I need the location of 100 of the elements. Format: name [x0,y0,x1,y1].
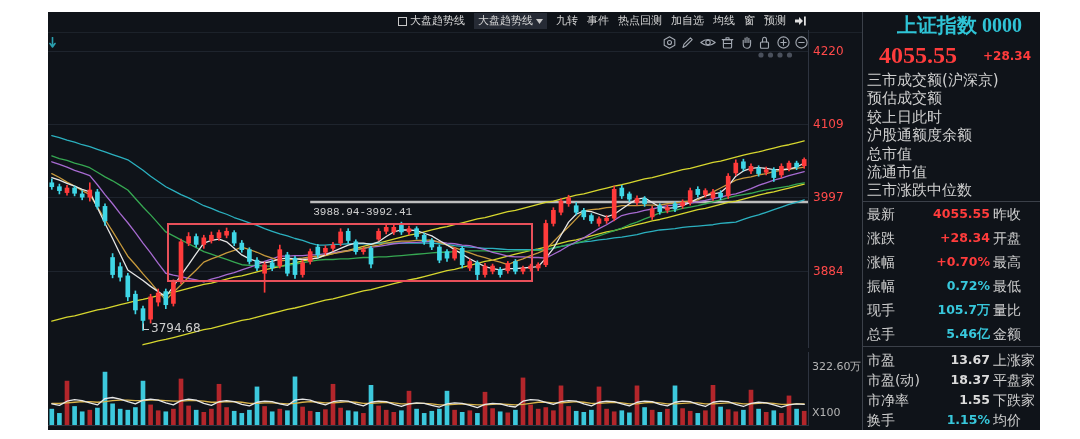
text: 18.37 [950,371,990,389]
text: 上证指数 0000 [897,14,1022,36]
text: 涨幅 [867,253,895,272]
text: 总市值 [867,144,913,163]
text: 105.7万 [937,301,990,319]
bar [262,406,267,425]
text: 1.15% [946,411,990,429]
bar [771,410,777,425]
text: 量比 [993,301,1021,320]
text: 预估成交额 [867,89,943,108]
bar [361,413,366,425]
bar [186,405,191,425]
bar [391,411,397,425]
text: 均线 [713,13,735,29]
text: 三市涨跌中位数 [867,181,973,200]
bar [399,410,404,425]
bar [285,410,290,425]
bar [665,408,670,425]
bar [741,409,746,425]
text: 热点回测 [618,13,662,29]
text: 流通市值 [867,162,928,182]
bar [657,411,663,425]
bar [619,410,625,425]
bar [300,406,305,425]
bar [611,411,617,425]
annotation: 3794.68 [151,321,201,336]
y-tick-label: 4220 [813,43,844,58]
text: 市盈(动) [867,371,920,390]
y-tick-label: 3884 [813,264,844,279]
y-tick-label: 4109 [813,116,844,131]
bar [201,411,207,425]
text: 最低 [993,277,1021,296]
text: 现手 [867,301,895,320]
bar [459,411,465,425]
text: 4055.55 [879,42,957,68]
bar [117,408,123,425]
bar [376,405,381,425]
y-tick-label: 3997 [813,189,844,204]
bar [414,408,419,425]
bar [125,409,131,425]
bar [756,408,761,425]
text: 市盈 [867,351,895,370]
bar [604,408,609,425]
text: 振幅 [867,277,895,296]
bar [779,413,784,425]
bar [338,407,343,425]
bar [627,412,632,425]
bar [718,406,723,425]
text: X100 [812,406,841,420]
text: 事件 [587,13,609,29]
bar [687,410,693,425]
bar [87,409,93,425]
bar [497,411,503,425]
text: +0.70% [936,253,990,271]
bar [323,409,328,425]
bar [725,409,731,425]
text: 上涨家 [993,351,1035,370]
bar [452,409,457,425]
text: 最新 [867,205,895,224]
bar [505,412,511,425]
bar [535,408,541,425]
text: 总手 [867,325,895,344]
text: 平盘家 [993,371,1035,390]
bar [543,407,549,425]
bar [642,407,647,425]
text: 昨收 [993,205,1021,224]
bar [163,411,169,425]
bar [513,409,518,425]
text: 窗 [744,13,755,29]
text: 预测 [764,13,786,29]
text: 加自选 [671,13,704,29]
bar [171,408,176,425]
bar [589,409,594,425]
bar [794,408,799,425]
text: 大盘趋势线 [478,13,533,29]
text: 涨跌 [867,229,895,248]
text: 4055.55 [933,205,990,223]
band-label: 3988.94-3992.41 [313,205,413,218]
bar [429,410,435,425]
bar [269,411,275,425]
bar [133,407,138,425]
text: 5.46亿 [946,325,990,343]
bar [239,413,245,425]
bar [49,408,55,425]
text: 较上日此时 [867,107,943,127]
bar [490,408,495,425]
text: 13.67 [950,351,990,369]
text: 1.55 [959,391,990,409]
bar [110,403,115,425]
bar [57,413,62,425]
text: 均价 [993,411,1021,430]
text: +28.34 [939,229,990,247]
text: 322.60万 [812,360,862,374]
bar [231,410,237,425]
bar [437,408,442,425]
text: 金额 [993,325,1021,344]
bar [763,411,769,425]
bar [680,408,685,425]
bar [353,411,359,425]
text: 三市成交额(沪深京) [867,71,999,90]
